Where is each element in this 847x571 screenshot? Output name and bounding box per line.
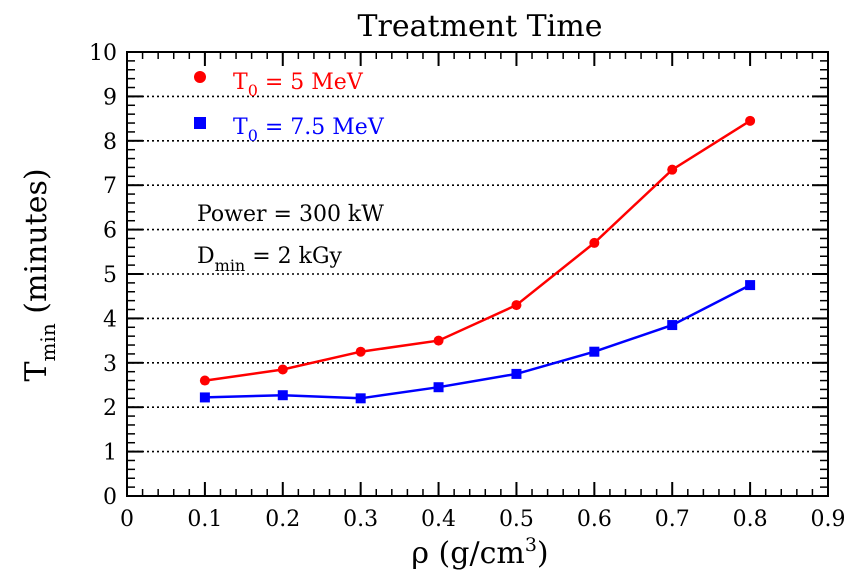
series-line-1	[204, 119, 751, 382]
x-tick-label: 0.9	[811, 507, 846, 532]
y-tick-label: 10	[89, 41, 117, 66]
series-1-point	[745, 115, 756, 126]
y-tick-label: 5	[103, 263, 117, 288]
x-tick-label: 0	[120, 507, 134, 532]
legend-label-series-1: T0 = 5 MeV	[233, 70, 364, 100]
series-2-point	[511, 368, 522, 379]
tick-labels-layer: 0 1 2 3 4 5 6 7 8 9 10 0 0.1 0.2 0.3 0.4 0.5 0.6 0.7 0.8 0.9	[89, 41, 846, 532]
grid-layer	[127, 95, 828, 453]
series-2-point	[745, 280, 756, 291]
series-line-2	[204, 283, 751, 400]
x-tick-label: 0.8	[733, 507, 768, 532]
legend-marker-series-1	[194, 71, 206, 83]
series-1-point	[667, 164, 678, 175]
y-tick-label: 0	[103, 485, 117, 510]
ticks-layer	[126, 51, 829, 497]
annotation-dmin: Dmin = 2 kGy	[197, 244, 343, 275]
series-1-point	[433, 335, 444, 346]
series-1-point	[511, 300, 522, 311]
y-tick-label: 7	[103, 174, 117, 199]
series-1-point	[589, 237, 600, 248]
series-2-point	[355, 393, 366, 404]
x-tick-label: 0.4	[421, 507, 456, 532]
legend-label-series-2: T0 = 7.5 MeV	[233, 115, 385, 145]
series-2-point	[199, 392, 210, 403]
chart-title: Treatment Time	[358, 9, 603, 44]
x-tick-label: 0.3	[343, 507, 378, 532]
y-tick-label: 6	[103, 219, 117, 244]
y-tick-label: 2	[103, 396, 117, 421]
y-tick-label: 1	[103, 441, 117, 466]
series-1-point	[355, 346, 366, 357]
y-tick-label: 3	[103, 352, 117, 377]
x-tick-label: 0.2	[265, 507, 300, 532]
legend-marker-series-2	[194, 117, 206, 129]
y-tick-label: 4	[103, 307, 117, 332]
series-1-point	[199, 375, 210, 386]
series-2-point	[667, 320, 678, 331]
x-tick-label: 0.1	[187, 507, 222, 532]
series-1-point	[277, 364, 288, 375]
series-2-point	[589, 346, 600, 357]
series-2-point	[433, 382, 444, 393]
y-tick-label: 9	[103, 85, 117, 110]
y-tick-label: 8	[103, 130, 117, 155]
series-layer	[199, 115, 756, 404]
x-tick-label: 0.6	[577, 507, 612, 532]
y-axis-title: Tmin (minutes)	[19, 168, 60, 381]
legend: T0 = 5 MeV T0 = 7.5 MeV	[194, 70, 385, 145]
annotation-power: Power = 300 kW	[197, 202, 384, 227]
x-tick-label: 0.7	[655, 507, 690, 532]
series-2-point	[277, 390, 288, 401]
x-axis-title: ρ (g/cm3)	[411, 534, 548, 571]
x-tick-label: 0.5	[499, 507, 534, 532]
